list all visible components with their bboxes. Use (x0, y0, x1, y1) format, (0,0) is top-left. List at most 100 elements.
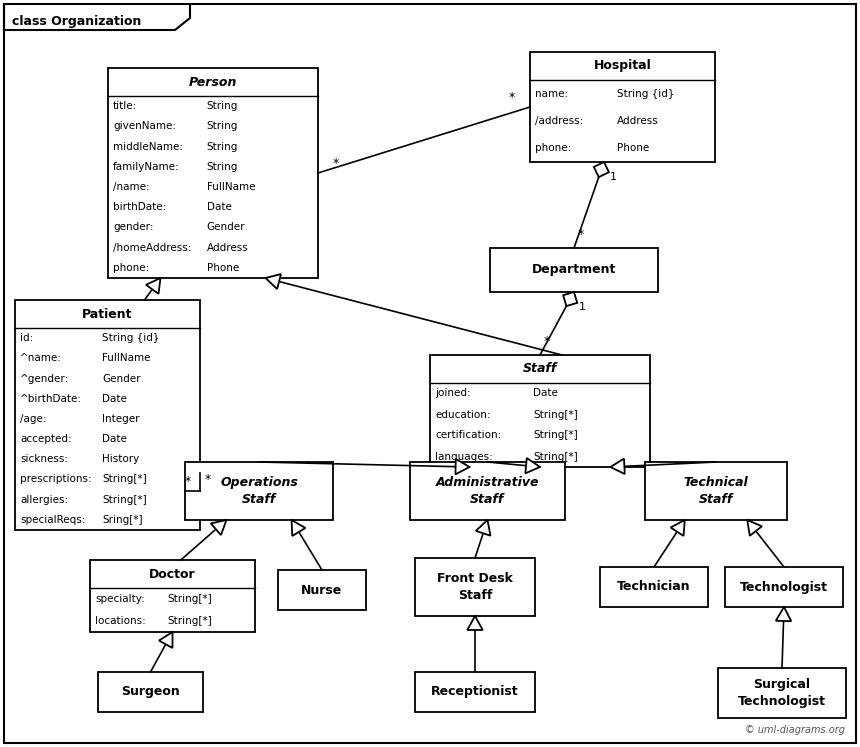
Text: Surgical
Technologist: Surgical Technologist (738, 678, 826, 708)
Text: ^name:: ^name: (20, 353, 62, 363)
Polygon shape (525, 458, 540, 474)
Text: History: History (102, 454, 139, 465)
Text: Gender: Gender (206, 223, 245, 232)
Text: Person: Person (189, 75, 237, 88)
Text: givenName:: givenName: (113, 121, 176, 131)
Text: ^birthDate:: ^birthDate: (20, 394, 82, 403)
Text: String: String (206, 101, 238, 111)
Text: FullName: FullName (206, 182, 255, 192)
Text: Integer: Integer (102, 414, 139, 424)
Text: *: * (185, 474, 191, 488)
Text: *: * (509, 91, 515, 104)
Polygon shape (611, 459, 624, 474)
Polygon shape (159, 632, 173, 648)
Text: Date: Date (102, 434, 126, 444)
Text: Patient: Patient (83, 308, 132, 320)
Polygon shape (467, 616, 482, 630)
Bar (415, 672, 535, 712)
Bar (645, 462, 787, 520)
Text: Surgeon: Surgeon (121, 686, 180, 698)
Bar (90, 560, 255, 632)
Text: class Organization: class Organization (12, 14, 141, 28)
Text: Address: Address (617, 116, 659, 126)
Text: middleName:: middleName: (113, 141, 183, 152)
Text: String {id}: String {id} (102, 333, 159, 343)
Text: Receptionist: Receptionist (431, 686, 519, 698)
Text: FullName: FullName (102, 353, 150, 363)
Text: accepted:: accepted: (20, 434, 71, 444)
Polygon shape (671, 520, 685, 536)
Text: /age:: /age: (20, 414, 46, 424)
Text: familyName:: familyName: (113, 162, 180, 172)
Text: Address: Address (206, 243, 249, 252)
Text: String {id}: String {id} (617, 89, 674, 99)
Bar (430, 355, 650, 467)
Text: *: * (544, 335, 550, 348)
Text: certification:: certification: (435, 430, 501, 441)
Text: Operations
Staff: Operations Staff (220, 476, 298, 506)
Bar (600, 567, 708, 607)
Text: String[*]: String[*] (533, 451, 578, 462)
Text: 1: 1 (610, 172, 617, 182)
Polygon shape (776, 607, 791, 622)
Text: String[*]: String[*] (168, 594, 212, 604)
Text: 1: 1 (579, 302, 586, 312)
Text: Department: Department (531, 264, 616, 276)
Text: Nurse: Nurse (301, 583, 342, 597)
Bar (415, 558, 535, 616)
Polygon shape (211, 520, 226, 535)
Text: name:: name: (535, 89, 568, 99)
Text: Administrative
Staff: Administrative Staff (436, 476, 539, 506)
Text: specialReqs:: specialReqs: (20, 515, 85, 525)
Text: id:: id: (20, 333, 34, 343)
Text: birthDate:: birthDate: (113, 202, 166, 212)
Bar (278, 570, 366, 610)
Text: /address:: /address: (535, 116, 583, 126)
Polygon shape (593, 162, 609, 177)
Text: © uml-diagrams.org: © uml-diagrams.org (745, 725, 845, 735)
Text: Phone: Phone (206, 263, 239, 273)
Polygon shape (563, 292, 577, 306)
Bar (725, 567, 843, 607)
Bar (108, 68, 318, 278)
Text: Doctor: Doctor (149, 568, 196, 580)
Text: String[*]: String[*] (533, 409, 578, 420)
Text: String[*]: String[*] (533, 430, 578, 441)
Text: String: String (206, 141, 238, 152)
Text: Hospital: Hospital (593, 60, 651, 72)
Text: prescriptions:: prescriptions: (20, 474, 92, 485)
Text: title:: title: (113, 101, 138, 111)
Bar (490, 248, 658, 292)
Text: Date: Date (533, 388, 558, 398)
Text: ^gender:: ^gender: (20, 374, 70, 383)
Text: Technologist: Technologist (740, 580, 828, 594)
Text: /name:: /name: (113, 182, 150, 192)
Text: allergies:: allergies: (20, 495, 68, 505)
Text: String: String (206, 121, 238, 131)
Text: Technician: Technician (617, 580, 691, 594)
Polygon shape (146, 278, 161, 294)
Bar (530, 52, 715, 162)
Text: String[*]: String[*] (102, 474, 147, 485)
Text: sickness:: sickness: (20, 454, 68, 465)
Text: phone:: phone: (113, 263, 150, 273)
Text: education:: education: (435, 409, 490, 420)
Polygon shape (476, 520, 490, 536)
Bar (718, 668, 846, 718)
Text: languages:: languages: (435, 451, 493, 462)
Text: locations:: locations: (95, 616, 145, 626)
Text: Front Desk
Staff: Front Desk Staff (437, 572, 513, 602)
Polygon shape (266, 274, 281, 289)
Polygon shape (292, 520, 305, 536)
Bar (98, 672, 203, 712)
Text: Phone: Phone (617, 143, 649, 153)
Polygon shape (747, 520, 762, 536)
Text: String[*]: String[*] (102, 495, 147, 505)
Text: String[*]: String[*] (168, 616, 212, 626)
Text: Gender: Gender (102, 374, 140, 383)
Text: *: * (333, 157, 339, 170)
Polygon shape (456, 459, 470, 474)
Text: Technical
Staff: Technical Staff (684, 476, 748, 506)
Text: gender:: gender: (113, 223, 153, 232)
Text: Sring[*]: Sring[*] (102, 515, 143, 525)
